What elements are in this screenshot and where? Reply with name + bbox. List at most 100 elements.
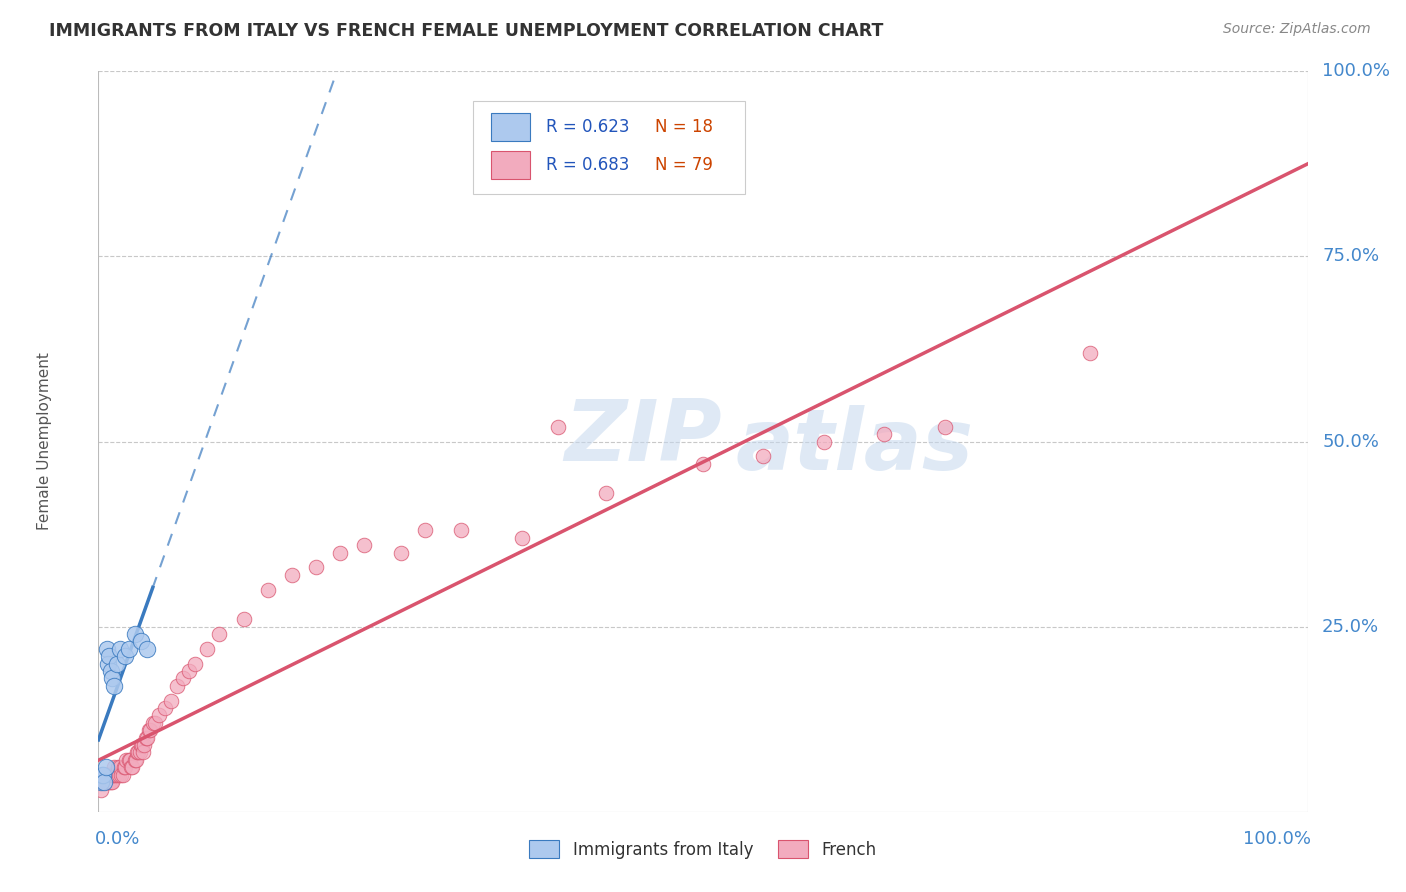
Point — [413, 524, 436, 538]
Point — [510, 531, 533, 545]
Point — [100, 775, 122, 789]
Text: Source: ZipAtlas.com: Source: ZipAtlas.com — [1223, 22, 1371, 37]
Point — [547, 419, 569, 434]
Point — [108, 760, 131, 774]
Point — [98, 767, 121, 781]
Point — [595, 486, 617, 500]
Text: 100.0%: 100.0% — [1243, 830, 1312, 848]
Point — [91, 767, 114, 781]
Point — [1078, 345, 1101, 359]
Point — [105, 657, 128, 671]
Point — [97, 657, 120, 671]
Point — [148, 708, 170, 723]
Point — [110, 767, 132, 781]
Point — [104, 767, 127, 781]
Point — [692, 457, 714, 471]
Point — [153, 701, 176, 715]
Text: N = 79: N = 79 — [655, 156, 713, 174]
Point — [305, 560, 328, 574]
Point — [132, 746, 155, 760]
Point — [184, 657, 207, 671]
Point — [91, 767, 114, 781]
Point — [450, 524, 472, 538]
Point — [100, 775, 122, 789]
Point — [100, 672, 122, 686]
Point — [90, 775, 112, 789]
Text: Female Unemployment: Female Unemployment — [37, 352, 52, 531]
Point — [934, 419, 956, 434]
Point — [111, 767, 134, 781]
Point — [139, 723, 162, 738]
Point — [208, 627, 231, 641]
Point — [389, 546, 412, 560]
Text: N = 18: N = 18 — [655, 118, 713, 136]
Point — [105, 767, 128, 781]
Point — [160, 694, 183, 708]
Point — [125, 753, 148, 767]
Point — [103, 760, 125, 774]
Point — [142, 715, 165, 730]
Point — [124, 753, 146, 767]
Point — [94, 775, 117, 789]
Point — [813, 434, 835, 449]
Point — [329, 546, 352, 560]
Point — [129, 634, 152, 648]
Point — [138, 723, 160, 738]
Point — [100, 767, 122, 781]
Text: ZIP: ZIP — [564, 396, 721, 479]
Point — [108, 767, 131, 781]
Point — [256, 582, 278, 597]
Point — [107, 760, 129, 774]
Point — [179, 664, 201, 678]
Point — [97, 767, 120, 781]
Point — [172, 672, 194, 686]
Point — [100, 767, 122, 781]
Point — [90, 782, 112, 797]
Point — [94, 767, 117, 781]
Point — [143, 715, 166, 730]
Text: atlas: atlas — [735, 405, 974, 488]
Point — [121, 760, 143, 774]
Text: R = 0.623: R = 0.623 — [546, 118, 630, 136]
Point — [103, 679, 125, 693]
Point — [101, 767, 124, 781]
Legend: Immigrants from Italy, French: Immigrants from Italy, French — [529, 840, 877, 859]
Point — [127, 746, 149, 760]
Point — [752, 450, 775, 464]
Point — [135, 731, 157, 745]
Point — [124, 627, 146, 641]
Text: 25.0%: 25.0% — [1322, 617, 1379, 636]
Point — [129, 738, 152, 752]
Point — [100, 664, 122, 678]
Point — [114, 649, 136, 664]
FancyBboxPatch shape — [474, 101, 745, 194]
Point — [135, 641, 157, 656]
Point — [91, 775, 114, 789]
Point — [135, 731, 157, 745]
Point — [112, 760, 135, 774]
Point — [128, 746, 150, 760]
Point — [195, 641, 218, 656]
Point — [93, 767, 115, 781]
Point — [98, 649, 121, 664]
Point — [89, 775, 111, 789]
Point — [127, 746, 149, 760]
Text: 0.0%: 0.0% — [94, 830, 141, 848]
Bar — [492, 152, 530, 179]
Point — [131, 738, 153, 752]
Text: 75.0%: 75.0% — [1322, 247, 1379, 266]
Point — [90, 775, 112, 789]
Point — [98, 775, 121, 789]
Point — [91, 767, 114, 781]
Point — [115, 753, 138, 767]
Point — [96, 767, 118, 781]
Point — [118, 641, 141, 656]
Point — [166, 679, 188, 693]
Point — [108, 641, 131, 656]
Text: R = 0.683: R = 0.683 — [546, 156, 628, 174]
Point — [91, 767, 114, 781]
Point — [93, 775, 115, 789]
Point — [281, 567, 304, 582]
Point — [118, 753, 141, 767]
Bar — [492, 112, 530, 141]
